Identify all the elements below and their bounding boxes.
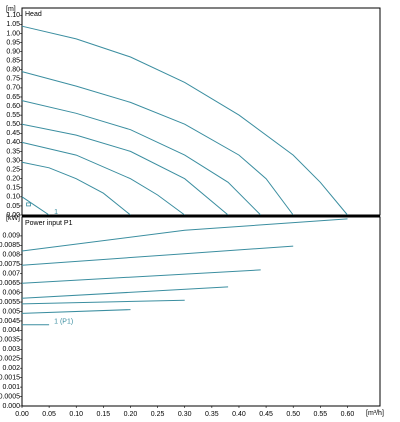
curve bbox=[21, 245, 294, 266]
y-tick-label: 0.0035 bbox=[0, 337, 20, 344]
panel-title: Head bbox=[25, 11, 42, 18]
y-tick-label: 0.0055 bbox=[0, 299, 20, 306]
y-tick-label: 0.80 bbox=[6, 67, 20, 74]
curve bbox=[21, 123, 229, 216]
x-tick-label: 0.50 bbox=[286, 411, 300, 418]
curve bbox=[21, 286, 229, 299]
y-tick-label: 0.40 bbox=[6, 139, 20, 146]
y-tick-label: 0.55 bbox=[6, 112, 20, 119]
y-tick-label: 0.20 bbox=[6, 176, 20, 183]
y-tick-label: 0.002 bbox=[2, 365, 20, 372]
curve-label: 1 bbox=[54, 209, 58, 216]
x-unit: [m³/h] bbox=[366, 410, 384, 417]
x-tick-label: 0.05 bbox=[42, 411, 56, 418]
curve bbox=[21, 25, 348, 216]
x-tick-label: 0.35 bbox=[205, 411, 219, 418]
y-tick-label: 0.005 bbox=[2, 308, 20, 315]
y-tick-label: 0.45 bbox=[6, 130, 20, 137]
y-tick-label: 0.90 bbox=[6, 48, 20, 55]
y-tick-label: 0.0005 bbox=[0, 393, 20, 400]
curve bbox=[21, 269, 261, 284]
y-tick-label: 0.0015 bbox=[0, 374, 20, 381]
y-tick-label: 0.0045 bbox=[0, 318, 20, 325]
curve bbox=[21, 71, 294, 216]
y-tick-label: 0.003 bbox=[2, 346, 20, 353]
x-tick-label: 0.55 bbox=[314, 411, 328, 418]
y-tick-label: 0.009 bbox=[2, 233, 20, 240]
x-tick-label: 0.10 bbox=[69, 411, 83, 418]
panel-title: Power input P1 bbox=[25, 220, 73, 227]
curve bbox=[21, 161, 131, 216]
y-tick-label: 0.70 bbox=[6, 85, 20, 92]
x-tick-label: 0.30 bbox=[178, 411, 192, 418]
curve bbox=[21, 309, 131, 314]
y-tick-label: 0.006 bbox=[2, 289, 20, 296]
y-tick-label: 0.00 bbox=[6, 212, 20, 219]
curve bbox=[21, 218, 348, 252]
y-tick-label: 0.65 bbox=[6, 94, 20, 101]
curve bbox=[21, 100, 262, 216]
y-tick-label: 0.10 bbox=[6, 194, 20, 201]
x-tick-label: 0.20 bbox=[124, 411, 138, 418]
y-unit: [m] bbox=[6, 6, 16, 13]
y-tick-label: 0.85 bbox=[6, 58, 20, 65]
y-tick-label: 1.05 bbox=[6, 21, 20, 28]
y-tick-label: 0.15 bbox=[6, 185, 20, 192]
curve-marker bbox=[26, 202, 31, 207]
y-tick-label: 0.25 bbox=[6, 166, 20, 173]
x-tick-label: 0.40 bbox=[232, 411, 246, 418]
y-tick-label: 0.0065 bbox=[0, 280, 20, 287]
x-tick-label: 0.45 bbox=[259, 411, 273, 418]
curve-label: 1 (P1) bbox=[54, 319, 73, 326]
x-tick-label: 0.25 bbox=[151, 411, 165, 418]
y-tick-label: 0.30 bbox=[6, 157, 20, 164]
y-tick-label: 0.95 bbox=[6, 39, 20, 46]
y-tick-label: 0.05 bbox=[6, 203, 20, 210]
y-tick-label: 0.50 bbox=[6, 121, 20, 128]
y-tick-label: 0.004 bbox=[2, 327, 20, 334]
y-tick-label: 0.35 bbox=[6, 148, 20, 155]
curve bbox=[21, 196, 50, 216]
x-tick-label: 0.15 bbox=[97, 411, 111, 418]
y-tick-label: 0.008 bbox=[2, 252, 20, 259]
y-tick-label: 0.007 bbox=[2, 271, 20, 278]
y-tick-label: 1.10 bbox=[6, 12, 20, 19]
y-tick-label: 1.00 bbox=[6, 30, 20, 37]
x-tick-label: 0.60 bbox=[341, 411, 355, 418]
y-tick-label: 0.0085 bbox=[0, 242, 20, 249]
y-tick-label: 0.0025 bbox=[0, 356, 20, 363]
x-tick-label: 0.00 bbox=[15, 411, 29, 418]
y-tick-label: 0.75 bbox=[6, 76, 20, 83]
y-tick-label: 0.0075 bbox=[0, 261, 20, 268]
y-tick-label: 0.60 bbox=[6, 103, 20, 110]
y-tick-label: 0.001 bbox=[2, 384, 20, 391]
y-tick-label: 0.000 bbox=[2, 403, 20, 410]
y-unit: [kW] bbox=[6, 215, 20, 222]
curve bbox=[21, 299, 185, 305]
curve bbox=[21, 141, 185, 216]
